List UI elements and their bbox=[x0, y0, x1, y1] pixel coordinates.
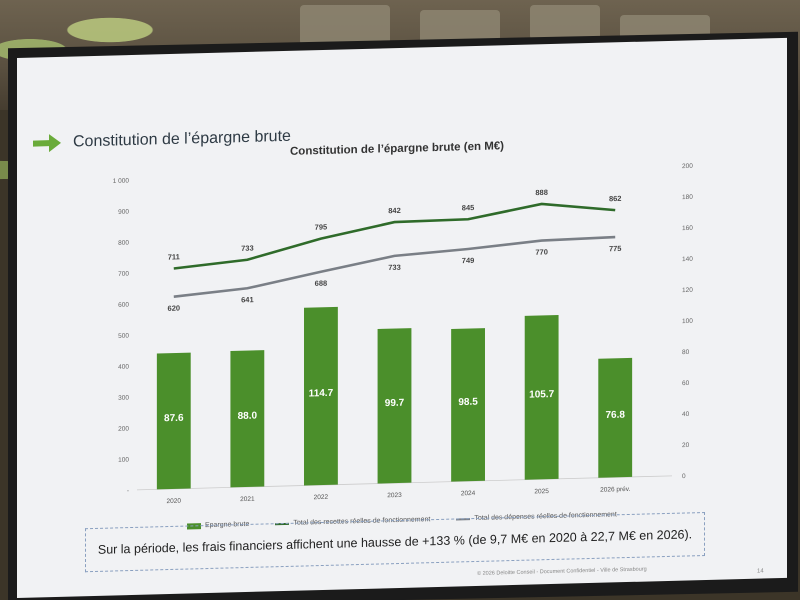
recettes-value-label: 711 bbox=[168, 252, 180, 261]
bar-epargne-brute bbox=[377, 328, 412, 484]
bar-value-label: 99.7 bbox=[385, 398, 405, 410]
page-number: 14 bbox=[757, 568, 764, 575]
recettes-value-label: 845 bbox=[462, 203, 475, 212]
depenses-line bbox=[173, 235, 616, 298]
left-axis-tick-label: - bbox=[127, 488, 129, 495]
recettes-value-label: 862 bbox=[609, 194, 622, 203]
wall-stone bbox=[530, 5, 600, 40]
bar-value-label: 98.5 bbox=[458, 397, 478, 409]
left-axis-tick-label: 700 bbox=[118, 271, 129, 278]
bar-epargne-brute bbox=[598, 357, 633, 478]
right-axis-tick-label: 60 bbox=[682, 380, 690, 387]
right-axis-tick-label: 180 bbox=[682, 194, 693, 201]
bar-value-label: 87.6 bbox=[164, 413, 184, 425]
depenses-value-label: 641 bbox=[241, 295, 254, 304]
left-axis-tick-label: 800 bbox=[118, 240, 129, 247]
bar-epargne-brute bbox=[524, 314, 559, 480]
recettes-value-label: 733 bbox=[241, 244, 254, 253]
bar-epargne-brute bbox=[304, 306, 338, 486]
slide-header: Constitution de l’épargne brute bbox=[31, 126, 291, 155]
x-axis-tick-label: 2025 bbox=[534, 488, 549, 495]
right-axis-tick-label: 160 bbox=[682, 225, 693, 232]
depenses-value-label: 775 bbox=[609, 244, 622, 253]
bar-value-label: 105.7 bbox=[529, 389, 554, 401]
left-axis-tick-label: 500 bbox=[118, 333, 129, 340]
right-axis-tick-label: 200 bbox=[682, 163, 693, 170]
x-axis-tick-label: 2024 bbox=[461, 490, 476, 497]
depenses-value-label: 620 bbox=[168, 304, 181, 313]
left-axis-tick-label: 600 bbox=[118, 302, 129, 309]
depenses-value-label: 749 bbox=[462, 256, 475, 265]
bar-value-label: 76.8 bbox=[605, 410, 625, 422]
bar-epargne-brute bbox=[451, 328, 485, 482]
left-axis-tick-label: 300 bbox=[118, 395, 129, 402]
bar-epargne-brute bbox=[156, 352, 191, 490]
left-axis-tick-label: 200 bbox=[118, 426, 129, 433]
left-axis-tick-label: 1 000 bbox=[113, 178, 130, 185]
depenses-value-label: 688 bbox=[315, 279, 328, 288]
right-axis-tick-label: 20 bbox=[682, 442, 690, 449]
right-axis-tick-label: 80 bbox=[682, 349, 690, 356]
depenses-value-label: 770 bbox=[535, 247, 548, 256]
recettes-value-label: 888 bbox=[535, 188, 548, 197]
chart-svg: - 100 200 300 400 500 600 700 800 900 1 000 0 20 40 60… bbox=[113, 163, 694, 505]
footer-text: © 2026 Deloitte Conseil - Document Confi… bbox=[477, 566, 647, 577]
x-axis-tick-label: 2026 prév. bbox=[600, 486, 630, 494]
right-axis-tick-label: 100 bbox=[682, 318, 693, 325]
right-axis-tick-label: 140 bbox=[682, 256, 693, 263]
depenses-value-label: 733 bbox=[388, 263, 401, 272]
recettes-value-label: 795 bbox=[315, 222, 328, 231]
recettes-value-label: 842 bbox=[388, 206, 401, 215]
x-axis-tick-label: 2022 bbox=[314, 494, 329, 501]
x-axis-tick-label: 2021 bbox=[240, 496, 255, 503]
left-axis-tick-label: 400 bbox=[118, 364, 129, 371]
x-axis-tick-label: 2020 bbox=[167, 498, 182, 505]
right-axis-tick-label: 0 bbox=[682, 473, 686, 480]
right-axis-tick-label: 120 bbox=[682, 287, 693, 294]
recettes-line bbox=[173, 202, 616, 270]
left-axis-tick-label: 100 bbox=[118, 457, 129, 464]
bar-value-label: 114.7 bbox=[309, 388, 334, 400]
presentation-slide: Constitution de l’épargne brute Constitu… bbox=[17, 37, 787, 598]
bar-value-label: 88.0 bbox=[238, 411, 258, 423]
x-axis-tick-label: 2023 bbox=[387, 492, 402, 499]
right-axis-tick-label: 40 bbox=[682, 411, 690, 418]
arrow-right-icon bbox=[33, 134, 61, 153]
chart: Constitution de l’épargne brute (en M€) … bbox=[87, 135, 707, 551]
bar-epargne-brute bbox=[230, 350, 265, 488]
left-axis-tick-label: 900 bbox=[118, 209, 129, 216]
wall-stone bbox=[300, 5, 390, 45]
